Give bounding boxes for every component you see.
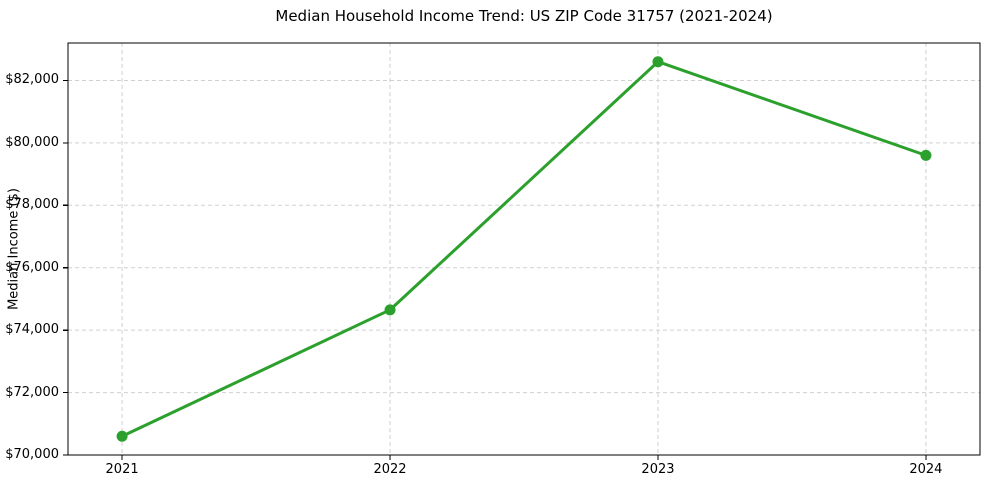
data-point-marker [652, 56, 664, 68]
plot-border [67, 42, 981, 456]
x-tick-label: 2023 [641, 462, 675, 477]
x-tick-label: 2021 [105, 462, 139, 477]
y-tick-label: $72,000 [5, 384, 59, 400]
data-point-marker [384, 304, 396, 316]
y-tick-label: $78,000 [5, 197, 59, 213]
x-tick-label: 2024 [909, 462, 943, 477]
y-tick-label: $82,000 [5, 72, 59, 88]
y-tick-label: $76,000 [5, 259, 59, 275]
data-point-marker [116, 430, 128, 442]
y-tick-label: $80,000 [5, 134, 59, 150]
x-tick-label: 2022 [373, 462, 407, 477]
data-point-marker [920, 149, 932, 161]
chart-title: Median Household Income Trend: US ZIP Co… [275, 7, 773, 25]
y-tick-label: $70,000 [5, 447, 59, 462]
income-trend-line [120, 60, 928, 438]
y-tick-label: $74,000 [5, 322, 59, 338]
